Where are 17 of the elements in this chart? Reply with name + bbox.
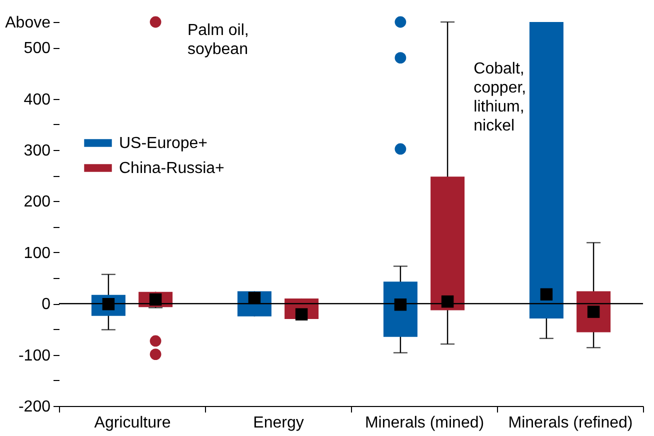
x-tick-label: Energy	[253, 414, 304, 432]
legend-label: China-Russia+	[119, 160, 224, 177]
y-tick-label: 0	[42, 296, 51, 314]
x-tick-label: Minerals (refined)	[508, 414, 633, 432]
y-tick-label: 100	[24, 244, 51, 262]
y-tick-label: -100	[18, 347, 51, 364]
annotation: Palm oil, soybean	[187, 22, 249, 58]
y-tick-label: 400	[24, 91, 51, 108]
y-tick-label: Above	[5, 14, 51, 32]
y-tick-label: 200	[24, 194, 51, 211]
y-tick-label: 500	[24, 40, 51, 58]
x-tick-label: Agriculture	[94, 414, 171, 432]
legend-label: US-Europe+	[119, 135, 208, 152]
y-tick-label: 300	[24, 142, 51, 160]
annotation: Cobalt, copper, lithium, nickel	[474, 60, 526, 134]
x-tick-label: Minerals (mined)	[364, 414, 484, 432]
y-tick-label: -200	[18, 398, 51, 416]
